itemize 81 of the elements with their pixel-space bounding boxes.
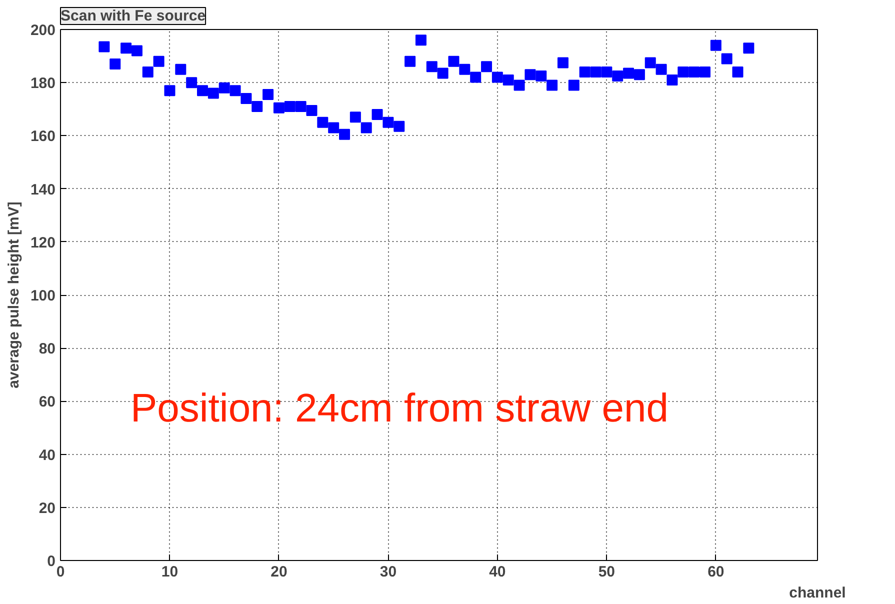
y-axis-title: average pulse height [mV]: [5, 202, 22, 388]
point: [153, 56, 164, 67]
x-tick-label: 10: [161, 564, 178, 580]
point: [743, 42, 754, 54]
x-tick-label: 60: [708, 564, 724, 580]
point: [306, 104, 318, 116]
point: [110, 58, 121, 70]
point: [394, 120, 405, 132]
point: [612, 70, 624, 82]
point: [470, 72, 482, 83]
y-tick-label: 100: [30, 288, 56, 304]
point: [459, 64, 470, 75]
point: [634, 69, 645, 80]
point: [262, 89, 274, 100]
point: [197, 85, 208, 96]
point: [131, 45, 142, 56]
point: [350, 112, 361, 123]
x-axis-title: channel: [789, 584, 846, 602]
point: [666, 74, 678, 86]
point: [688, 66, 700, 78]
point: [339, 128, 350, 140]
x-tick-label: 20: [270, 564, 288, 580]
point: [524, 69, 536, 80]
point: [328, 122, 340, 134]
point: [98, 41, 110, 52]
point: [448, 56, 460, 67]
y-tick-label: 160: [30, 128, 56, 146]
point: [186, 77, 198, 88]
annotation: Position: 24cm from straw end: [130, 386, 668, 430]
point: [644, 57, 656, 68]
y-tick-label: 200: [30, 22, 56, 39]
point: [426, 61, 438, 72]
point: [481, 61, 492, 72]
point: [295, 100, 306, 112]
point: [142, 66, 154, 78]
point: [404, 56, 416, 67]
point: [732, 66, 744, 78]
y-tick-label: 40: [38, 446, 56, 464]
point: [240, 93, 252, 104]
point: [579, 66, 590, 78]
point: [372, 108, 383, 120]
point: [699, 66, 710, 78]
point: [601, 66, 612, 78]
point: [623, 68, 634, 79]
point: [492, 72, 503, 83]
point: [317, 116, 328, 128]
x-tick-label: 50: [598, 564, 616, 580]
point: [360, 122, 372, 134]
y-tick-label: 0: [47, 553, 56, 570]
y-tick-label: 80: [38, 340, 56, 358]
y-tick-label: 180: [30, 75, 56, 92]
x-tick-label: 40: [489, 564, 506, 580]
point: [252, 100, 263, 112]
point: [230, 85, 241, 96]
point: [415, 34, 426, 46]
point: [382, 116, 394, 128]
y-tick-label: 120: [30, 234, 56, 252]
chart-title: Scan with Fe source: [60, 8, 206, 24]
point: [502, 74, 514, 86]
point: [656, 64, 667, 75]
point: [546, 80, 558, 91]
point: [120, 42, 132, 54]
y-tick-label: 140: [30, 181, 56, 198]
x-tick-label: 30: [380, 564, 397, 580]
y-tick-label: 60: [38, 394, 56, 411]
point: [721, 53, 732, 64]
y-tick-label: 20: [38, 500, 56, 517]
point: [437, 68, 448, 79]
point: [284, 100, 296, 112]
point: [568, 80, 580, 91]
point: [514, 80, 525, 91]
point: [273, 102, 284, 114]
point: [590, 66, 602, 78]
point: [678, 66, 689, 78]
point: [710, 40, 722, 51]
point: [175, 64, 186, 75]
point: [536, 70, 547, 82]
point: [208, 88, 219, 99]
point: [557, 57, 568, 68]
point: [218, 82, 230, 94]
point: [164, 85, 176, 96]
